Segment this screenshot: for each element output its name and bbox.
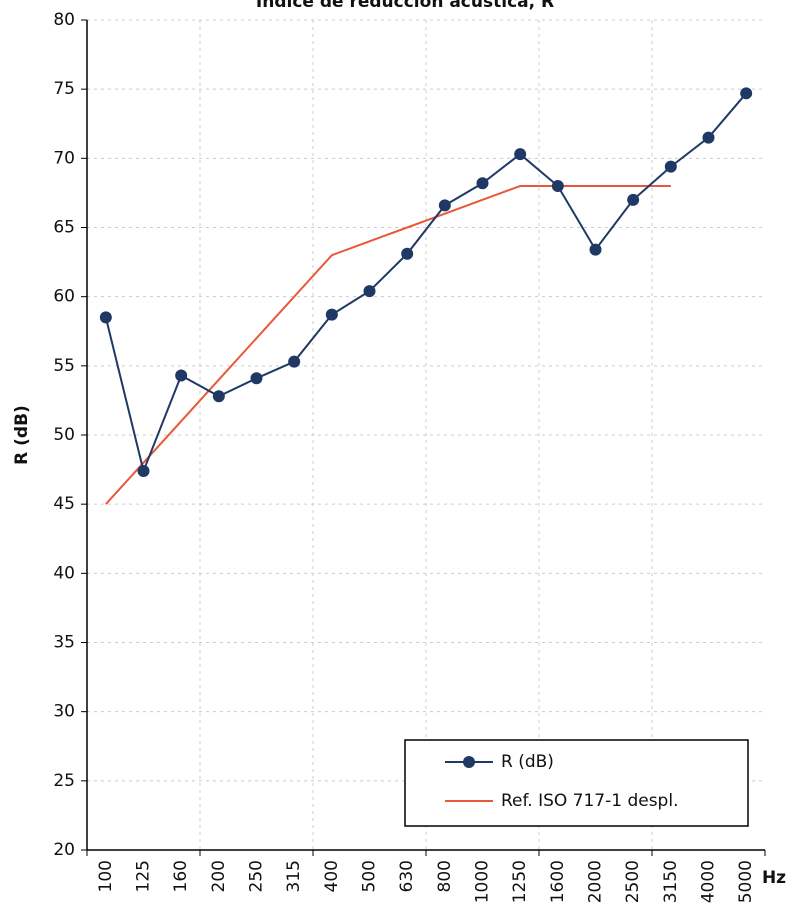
x-tick-label: 400 [322,860,342,892]
data-point [325,308,338,321]
y-tick-label: 30 [53,702,75,722]
data-point [401,247,414,260]
data-point [476,177,489,190]
x-tick-label: 2500 [623,860,643,903]
data-point [212,390,225,403]
x-tick-label: 125 [134,860,154,892]
y-tick-label: 25 [53,771,75,791]
y-tick-label: 40 [53,563,75,583]
legend-label: Ref. ISO 717-1 despl. [501,791,678,811]
x-tick-label: 4000 [699,860,719,903]
x-tick-label: 100 [96,860,116,892]
y-tick-label: 75 [53,79,75,99]
y-tick-label: 45 [53,494,75,514]
x-tick-label: 5000 [736,860,756,903]
x-tick-label: 630 [397,860,417,892]
x-tick-label: 315 [284,860,304,892]
y-tick-label: 55 [53,356,75,376]
data-point [551,180,564,192]
data-point [438,199,451,212]
data-point [175,369,188,382]
data-point [288,355,301,368]
data-point [740,87,753,100]
x-tick-label: 250 [247,860,267,892]
y-tick-label: 65 [53,218,75,238]
data-point [250,372,263,385]
data-point [363,285,376,298]
x-tick-label: 160 [171,860,191,892]
data-point [589,243,602,256]
x-tick-label: 800 [435,860,455,892]
y-tick-label: 20 [53,840,75,860]
legend-marker [463,756,475,768]
y-tick-label: 50 [53,425,75,445]
data-point [702,131,715,144]
data-point [664,160,677,173]
chart-title: Índice de reducción acústica, R [256,0,554,12]
y-tick-label: 70 [53,148,75,168]
x-tick-label: 3150 [661,860,681,903]
data-point [627,193,640,206]
y-tick-label: 80 [53,10,75,30]
x-tick-label: 500 [360,860,380,892]
x-tick-label: 200 [209,860,229,892]
series-line [104,92,747,475]
series-line [105,185,671,505]
x-tick-label: 1000 [473,860,493,903]
y-tick-label: 60 [53,287,75,307]
legend-label: R (dB) [501,752,554,772]
y-axis-label: R (dB) [12,405,32,465]
legend-box [404,739,749,827]
x-axis-label: Hz [762,868,786,888]
data-point [137,464,150,477]
x-tick-label: 1600 [548,860,568,903]
x-tick-label: 2000 [586,860,606,903]
x-tick-label: 1250 [510,860,530,903]
data-point [514,148,527,161]
y-tick-label: 35 [53,633,75,653]
data-point [99,311,112,324]
